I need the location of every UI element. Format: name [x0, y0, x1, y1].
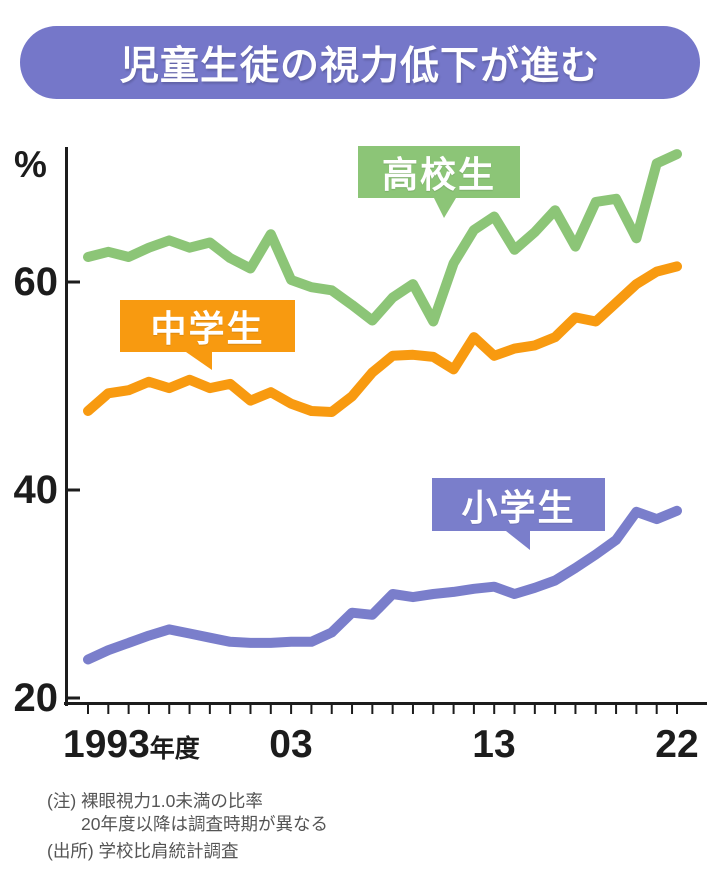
footnote-line-1: (注) 裸眼視力1.0未満の比率	[47, 791, 263, 811]
x-tick	[229, 705, 232, 714]
x-tick	[615, 705, 618, 714]
x-tick	[188, 705, 191, 714]
x-tick	[594, 705, 597, 714]
chart-title: 児童生徒の視力低下が進む	[119, 44, 600, 88]
y-tick	[68, 280, 80, 284]
x-tick	[269, 705, 272, 714]
x-axis-line	[64, 702, 707, 705]
y-tick	[68, 696, 80, 700]
x-tick	[432, 705, 435, 714]
x-tick	[330, 705, 333, 714]
y-tick	[68, 488, 80, 492]
x-tick	[249, 705, 252, 714]
source-note: (出所) 学校比肩統計調査	[47, 841, 239, 861]
x-tick-label-22: 22	[655, 723, 699, 766]
x-tick	[472, 705, 475, 714]
x-tick	[371, 705, 374, 714]
elementary-line	[83, 505, 682, 665]
x-tick	[533, 705, 536, 714]
x-tick	[107, 705, 110, 714]
x-axis-unit-suffix: 年度	[149, 735, 200, 763]
x-tick	[676, 705, 678, 714]
x-tick	[290, 705, 293, 714]
y-axis-unit-label: %	[14, 144, 47, 185]
x-tick	[635, 705, 638, 714]
series-label-middle-school: 中学生	[120, 300, 295, 370]
x-tick	[554, 705, 557, 714]
x-tick	[208, 705, 211, 714]
middle-school-line	[83, 261, 682, 417]
y-axis-line	[65, 147, 68, 706]
x-tick	[147, 705, 150, 714]
chart-title-banner: 児童生徒の視力低下が進む	[20, 26, 700, 99]
x-tick	[411, 705, 414, 714]
y-tick-label-20: 20	[13, 676, 59, 720]
high-school-line	[83, 149, 682, 327]
y-tick-label-40: 40	[13, 468, 59, 512]
x-tick	[513, 705, 516, 714]
x-tick	[310, 705, 313, 714]
series-label-high-school: 高校生	[358, 146, 520, 218]
y-tick-label-60: 60	[13, 260, 59, 304]
footnote-line-2: 20年度以降は調査時期が異なる	[81, 814, 328, 834]
x-tick	[452, 705, 455, 714]
x-tick	[391, 705, 394, 714]
x-tick-label-13: 13	[472, 723, 516, 766]
x-tick	[168, 705, 171, 714]
x-tick	[655, 705, 658, 714]
x-tick	[574, 705, 577, 714]
x-tick	[493, 705, 496, 714]
x-tick	[127, 705, 130, 714]
series-label-elementary: 小学生	[432, 478, 605, 550]
x-tick-label-1993: 1993年度	[63, 723, 200, 766]
x-tick-label-03: 03	[269, 723, 313, 766]
x-tick	[351, 705, 354, 714]
x-tick	[87, 705, 89, 714]
